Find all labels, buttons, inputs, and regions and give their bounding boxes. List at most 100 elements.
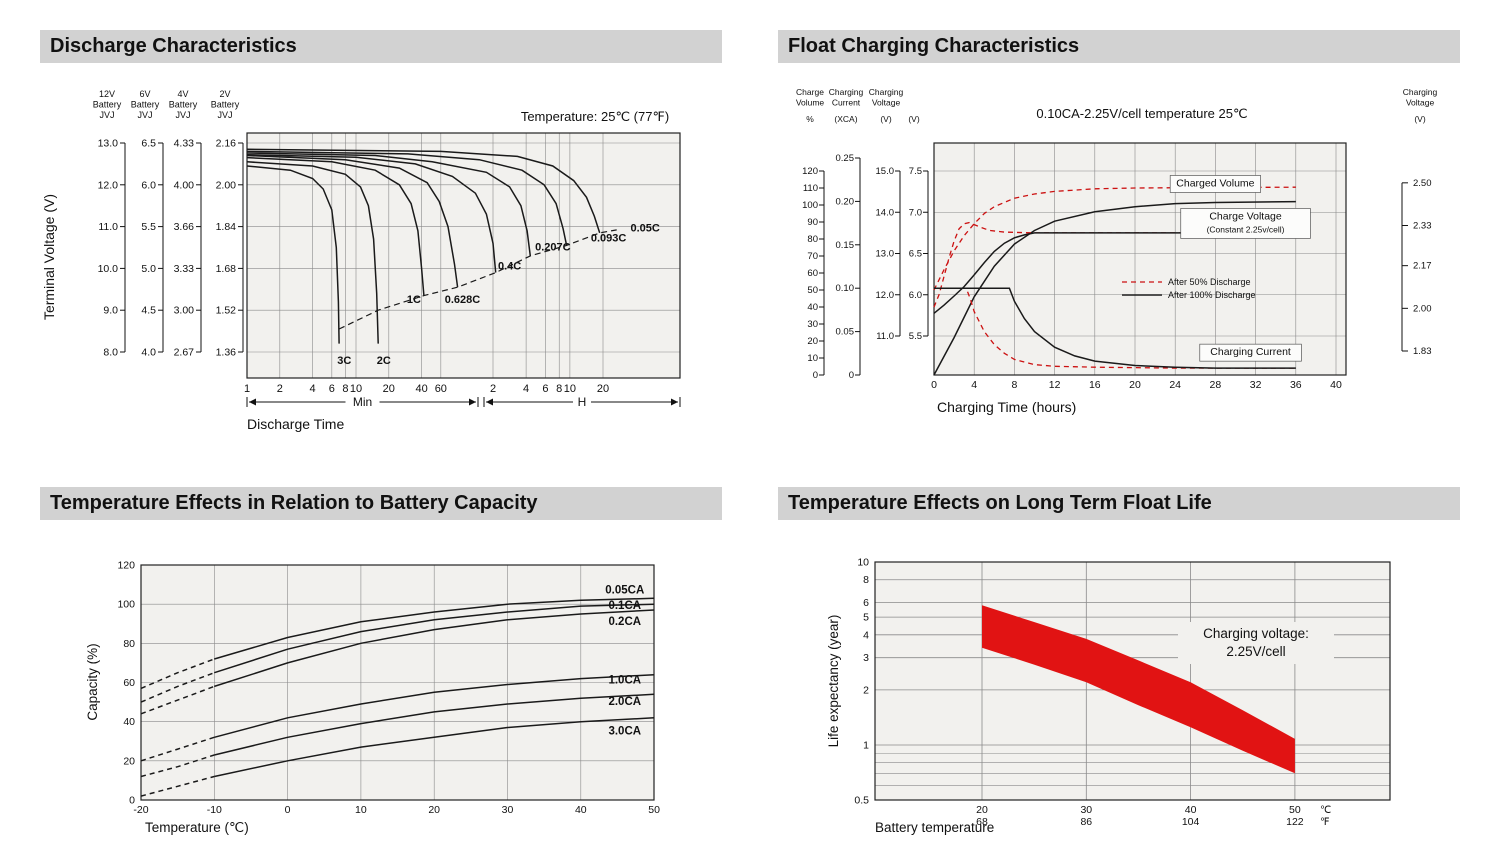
curve-charged-volume-50 (933, 186, 1296, 291)
curve-3.0CA (214, 717, 655, 778)
x-tick: 10 (564, 383, 576, 395)
svg-text:(XCA): (XCA) (834, 114, 857, 124)
svg-text:0: 0 (849, 370, 854, 381)
x-tick: 2 (277, 383, 283, 395)
svg-text:0.10: 0.10 (836, 283, 855, 294)
y-tick: 4 (863, 629, 869, 641)
curve-0.2CA (214, 609, 655, 688)
curve-0.207C (246, 152, 532, 256)
plot-border (874, 561, 1391, 801)
discharge-title: Discharge Characteristics (50, 35, 297, 57)
svg-text:3.33: 3.33 (174, 263, 195, 275)
x-tick-celsius: 30 (1080, 804, 1092, 816)
svg-text:50: 50 (807, 285, 818, 296)
x-tick: 1 (244, 383, 250, 395)
svg-text:0.15: 0.15 (836, 240, 855, 251)
svg-text:6V: 6V (139, 89, 150, 99)
curve-3C (246, 165, 340, 344)
discharge-title-bar: Discharge Characteristics (40, 30, 722, 63)
section-float-life: Temperature Effects on Long Term Float L… (770, 487, 1470, 850)
y-tick: 100 (117, 599, 135, 611)
svg-text:Battery: Battery (93, 100, 122, 110)
y-tick: 5 (863, 612, 869, 624)
annotation: Charging Current (1210, 346, 1291, 358)
annotation-line1: Charging voltage: (1203, 626, 1309, 641)
svg-text:9.0: 9.0 (103, 305, 118, 317)
svg-text:Current: Current (832, 98, 861, 108)
svg-text:5.5: 5.5 (909, 331, 922, 342)
x-axis-label: Temperature (℃) (145, 820, 249, 835)
x-tick-fahrenheit: 86 (1080, 816, 1092, 828)
svg-text:110: 110 (803, 183, 818, 194)
svg-text:2V: 2V (219, 89, 230, 99)
float-charging-title-bar: Float Charging Characteristics (778, 30, 1460, 63)
curve-charge-voltage-100 (933, 232, 1296, 314)
x-tick-celsius: 20 (976, 804, 988, 816)
x-tick: 20 (428, 804, 440, 816)
section-temp-capacity: Temperature Effects in Relation to Batte… (40, 487, 740, 850)
svg-text:3.66: 3.66 (174, 221, 195, 233)
svg-text:15.0: 15.0 (876, 166, 895, 177)
x-tick: 8 (1011, 379, 1017, 391)
svg-text:1.36: 1.36 (216, 347, 237, 359)
curve-0.1CA (214, 603, 655, 674)
curve-2C (246, 161, 379, 344)
annotation: Charged Volume (1176, 177, 1254, 189)
svg-text:120: 120 (802, 166, 818, 177)
svg-text:1.83: 1.83 (1413, 346, 1432, 357)
annotation: Charge Voltage (1209, 210, 1282, 222)
condition-note: 0.10CA-2.25V/cell temperature 25℃ (1036, 106, 1247, 121)
x-axis-label: Battery temperature (875, 820, 994, 835)
svg-text:3.00: 3.00 (174, 305, 195, 317)
svg-text:1.68: 1.68 (216, 263, 237, 275)
svg-text:10.0: 10.0 (98, 263, 119, 275)
svg-text:4.5: 4.5 (141, 305, 156, 317)
annotation-backdrop (1178, 622, 1334, 664)
svg-text:Charge: Charge (796, 87, 824, 97)
x-axis-label: Discharge Time (247, 416, 344, 432)
curve-label-0.05C: 0.05C (630, 223, 659, 235)
x-tick: 40 (1330, 379, 1342, 391)
y-tick: 1 (863, 740, 869, 752)
svg-text:JVJ: JVJ (175, 110, 190, 120)
x-axis-label: Charging Time (hours) (937, 399, 1076, 415)
svg-text:2.16: 2.16 (216, 138, 237, 150)
y-axis-label: Capacity (%) (85, 643, 100, 720)
curve-label-2.0CA: 2.0CA (608, 696, 641, 708)
x-tick: 12 (1049, 379, 1061, 391)
y-tick: 20 (123, 755, 135, 767)
x-tick: 10 (350, 383, 362, 395)
y-tick: 6 (863, 597, 869, 609)
svg-text:Charging: Charging (869, 87, 904, 97)
plot-area (247, 133, 680, 378)
svg-text:(V): (V) (880, 114, 892, 124)
x-tick: 40 (575, 804, 587, 816)
annotation-line2: 2.25V/cell (1226, 644, 1285, 659)
svg-text:1.52: 1.52 (216, 305, 237, 317)
svg-text:Voltage: Voltage (1406, 98, 1435, 108)
y-axis-label: Life expectancy (year) (826, 615, 841, 748)
float-life-title-bar: Temperature Effects on Long Term Float L… (778, 487, 1460, 520)
curve-label-0.093C: 0.093C (591, 232, 627, 244)
svg-text:Battery: Battery (169, 100, 198, 110)
svg-text:JVJ: JVJ (217, 110, 232, 120)
y-tick: 40 (123, 716, 135, 728)
section-float-charging: Float Charging Characteristics 0 4 8 12 16 20… (770, 30, 1470, 445)
svg-text:12.0: 12.0 (98, 179, 119, 191)
x-tick: 24 (1169, 379, 1181, 391)
x-tick: 8 (342, 383, 348, 395)
x-tick: -10 (207, 804, 222, 816)
svg-text:12V: 12V (99, 89, 115, 99)
x-unit-span-Min: Min (246, 394, 479, 410)
temp-capacity-chart: -20 -10 0 10 20 30 40 50 0 20 40 60 80 100 120 0.05CA 0.… (85, 560, 660, 835)
svg-text:100: 100 (802, 200, 818, 211)
curve-charging-current-50 (934, 287, 1296, 369)
left-axis-3: (V) 7.5 7.0 6.5 6.0 5.5 (908, 114, 929, 342)
svg-text:90: 90 (807, 217, 818, 228)
y-tick: 2 (863, 684, 869, 696)
curve-0.628C (246, 154, 459, 288)
svg-text:0.05: 0.05 (836, 327, 855, 338)
svg-text:%: % (806, 114, 814, 124)
